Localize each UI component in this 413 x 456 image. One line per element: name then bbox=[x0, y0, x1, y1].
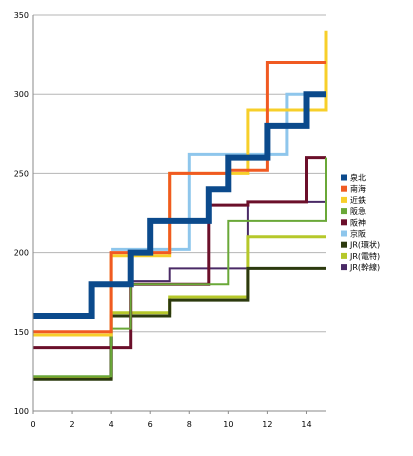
y-tick-label: 150 bbox=[14, 328, 29, 337]
x-axis-ticks: 0 2 4 6 8 10 12 14 bbox=[30, 411, 312, 429]
y-tick-label: 300 bbox=[14, 90, 29, 99]
series-line bbox=[33, 61, 326, 334]
x-tick-label: 8 bbox=[187, 420, 192, 429]
axes bbox=[32, 15, 326, 412]
y-tick-label: 250 bbox=[14, 169, 29, 178]
legend-swatch bbox=[341, 241, 347, 248]
legend-label: 京阪 bbox=[350, 229, 366, 239]
y-axis-ticks: 100 150 200 250 300 350 bbox=[14, 11, 29, 416]
legend-swatch bbox=[341, 252, 347, 259]
x-tick-label: 2 bbox=[70, 420, 75, 429]
legend-swatch bbox=[341, 230, 347, 237]
legend-swatch bbox=[341, 219, 347, 226]
legend-swatch bbox=[341, 174, 347, 181]
gridlines bbox=[33, 14, 326, 412]
y-tick-label: 200 bbox=[14, 249, 29, 258]
legend-label: JR(幹線) bbox=[349, 262, 380, 272]
x-tick-label: 6 bbox=[148, 420, 153, 429]
x-tick-label: 10 bbox=[223, 420, 233, 429]
x-tick-label: 12 bbox=[262, 420, 272, 429]
legend-label: 南海 bbox=[350, 184, 366, 194]
x-tick-label: 4 bbox=[109, 420, 114, 429]
legend-label: JR(環状) bbox=[349, 240, 380, 250]
legend-label: 阪急 bbox=[350, 206, 366, 216]
legend-swatch bbox=[341, 196, 347, 203]
legend-label: 近鉄 bbox=[350, 195, 366, 205]
y-tick-label: 100 bbox=[14, 407, 29, 416]
legend-swatch bbox=[341, 185, 347, 192]
series-line bbox=[33, 235, 326, 380]
series-layer bbox=[33, 30, 328, 381]
legend-label: JR(電特) bbox=[349, 251, 380, 261]
legend-swatch bbox=[341, 208, 347, 215]
series-line bbox=[111, 92, 326, 251]
legend-swatch bbox=[341, 264, 347, 271]
legend-label: 阪神 bbox=[350, 217, 366, 227]
series-line bbox=[33, 91, 326, 319]
y-tick-label: 350 bbox=[14, 11, 29, 20]
x-tick-label: 0 bbox=[30, 420, 35, 429]
legend-label: 泉北 bbox=[350, 173, 366, 183]
series-line bbox=[33, 30, 328, 337]
x-tick-label: 14 bbox=[301, 420, 311, 429]
